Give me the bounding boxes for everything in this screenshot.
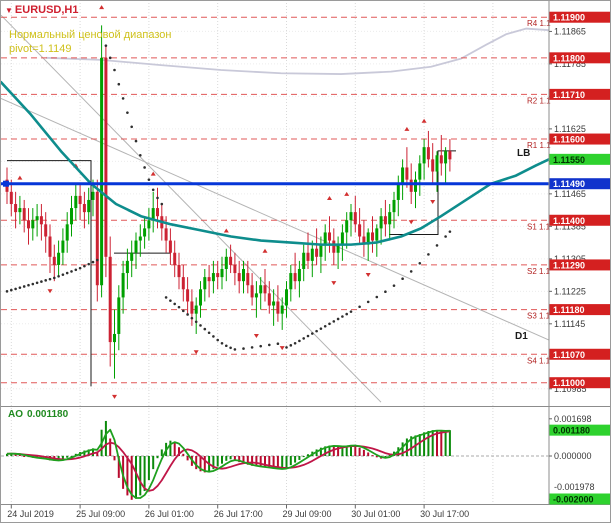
pivot-main-line — [1, 180, 549, 187]
indicator-note: Нормальный ценовой диапазон pivot=1.1149 — [9, 28, 171, 56]
time-axis[interactable]: 24 Jul 2019 25 Jul 09:00 26 Jul 01:00 26 Ju… — [7, 504, 469, 520]
svg-text:1.11465: 1.11465 — [554, 189, 586, 199]
svg-text:30 Jul 01:00: 30 Jul 01:00 — [351, 509, 400, 519]
chart-symbol-label: ▼ EURUSD,H1 — [5, 4, 79, 16]
svg-text:S3 1.1: S3 1.1 — [527, 312, 551, 321]
candlesticks — [5, 25, 452, 379]
note-line1: Нормальный ценовой диапазон — [9, 29, 172, 41]
svg-text:S2 1.1: S2 1.1 — [527, 267, 551, 276]
svg-text:1.11070: 1.11070 — [553, 350, 585, 360]
lb-line-label: LB — [517, 148, 531, 159]
svg-text:R4 1.1: R4 1.1 — [527, 19, 551, 28]
oscillator-pane — [1, 420, 549, 500]
svg-text:R1 1.1: R1 1.1 — [527, 141, 551, 150]
grid-lines — [1, 3, 549, 502]
sar-dots — [5, 44, 452, 351]
svg-text:0.000000: 0.000000 — [554, 451, 592, 461]
svg-text:1.11385: 1.11385 — [554, 221, 586, 231]
price-axis[interactable]: 1.118651.117851.117051.116251.115451.114… — [549, 11, 611, 394]
svg-text:30 Jul 17:00: 30 Jul 17:00 — [420, 509, 469, 519]
svg-text:1.11550: 1.11550 — [553, 155, 585, 165]
svg-text:1.11800: 1.11800 — [553, 53, 585, 63]
pivot-level-lines: R4 1.1 R2 1.1 R1 1.1 S1 1.1 S2 1.1 S3 1.1 S4 1… — [1, 16, 551, 384]
svg-text:1.11865: 1.11865 — [554, 26, 586, 36]
svg-text:S1 1.1: S1 1.1 — [527, 222, 551, 231]
svg-text:1.11785: 1.11785 — [554, 59, 586, 69]
svg-text:1.11000: 1.11000 — [553, 378, 585, 388]
svg-text:-0.001978: -0.001978 — [554, 482, 595, 492]
svg-text:1.10985: 1.10985 — [554, 384, 587, 394]
pale-moving-average — [45, 27, 550, 75]
svg-text:S4 1.1: S4 1.1 — [527, 356, 551, 365]
svg-text:1.11710: 1.11710 — [553, 90, 585, 100]
svg-text:-0.002000: -0.002000 — [553, 495, 594, 505]
svg-text:1.11625: 1.11625 — [554, 124, 586, 134]
svg-text:29 Jul 09:00: 29 Jul 09:00 — [283, 509, 332, 519]
svg-text:25 Jul 09:00: 25 Jul 09:00 — [76, 509, 125, 519]
svg-text:1.11400: 1.11400 — [553, 216, 585, 226]
teal-moving-average — [1, 80, 551, 246]
oscillator-value: 0.001180 — [27, 409, 69, 420]
svg-text:R2 1.1: R2 1.1 — [527, 96, 551, 105]
svg-text:1.11225: 1.11225 — [554, 286, 586, 296]
svg-text:0.001698: 0.001698 — [554, 414, 592, 424]
svg-text:1.11145: 1.11145 — [554, 319, 585, 329]
svg-text:26 Jul 17:00: 26 Jul 17:00 — [214, 509, 263, 519]
d1-line-label: D1 — [515, 331, 528, 342]
svg-text:1.11600: 1.11600 — [553, 135, 585, 145]
oscillator-name: AO — [8, 409, 23, 420]
svg-text:1.11490: 1.11490 — [553, 179, 585, 189]
oscillator-label: AO 0.001180 — [8, 409, 68, 420]
svg-text:1.11290: 1.11290 — [553, 260, 585, 270]
symbol-marker-icon: ▼ — [5, 6, 13, 15]
svg-text:1.11180: 1.11180 — [553, 305, 585, 315]
oscillator-axis[interactable]: 0.001698 0.000000 -0.001978 0.001180 -0.0020… — [549, 414, 611, 505]
svg-text:26 Jul 01:00: 26 Jul 01:00 — [145, 509, 194, 519]
note-line2: pivot=1.1149 — [9, 43, 72, 55]
session-step-lines — [7, 150, 456, 387]
pane-separators — [1, 1, 610, 505]
svg-text:0.001180: 0.001180 — [553, 426, 590, 436]
svg-text:1.11900: 1.11900 — [553, 13, 585, 23]
svg-text:1.11305: 1.11305 — [554, 254, 586, 264]
symbol-text: EURUSD,H1 — [14, 4, 79, 16]
svg-text:24 Jul 2019: 24 Jul 2019 — [7, 509, 54, 519]
